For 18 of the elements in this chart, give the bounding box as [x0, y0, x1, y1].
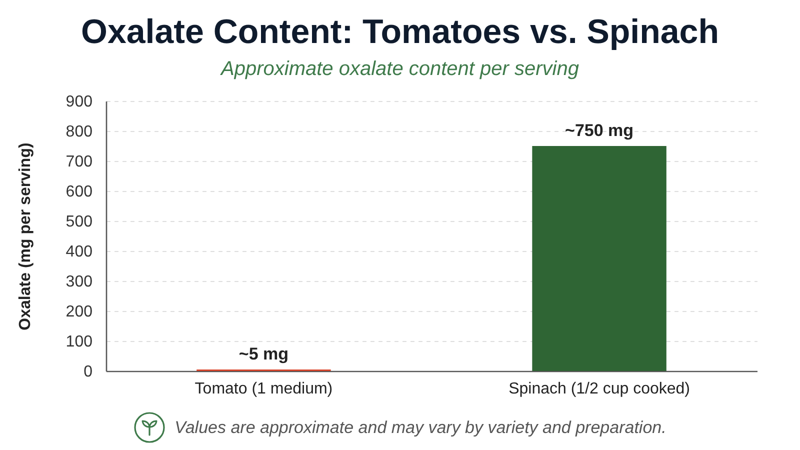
y-tick-label: 200: [66, 304, 93, 320]
y-tick-label: 0: [84, 364, 93, 380]
data-label: ~5 mg: [238, 344, 289, 364]
y-tick-label: 700: [66, 154, 93, 170]
y-tick-label: 300: [66, 274, 93, 290]
data-label: ~750 mg: [565, 121, 634, 140]
chart-title: Oxalate Content: Tomatoes vs. Spinach: [80, 13, 720, 52]
y-axis-title: Oxalate (mg per serving): [16, 142, 34, 330]
y-tick-label: 400: [66, 244, 93, 260]
y-tick-label: 500: [66, 214, 93, 230]
x-tick-label: Spinach (1/2 cup cooked): [508, 380, 690, 398]
text: Values are approximate and may vary by variety and preparation.: [174, 418, 666, 438]
y-tick-label: 600: [66, 184, 93, 200]
y-tick-label: 900: [66, 94, 93, 110]
y-tick-label: 100: [66, 334, 93, 350]
y-tick-label: 800: [66, 124, 93, 140]
x-tick-label: Tomato (1 medium): [194, 380, 333, 398]
chart-subtitle: Approximate oxalate content per serving: [219, 58, 580, 81]
